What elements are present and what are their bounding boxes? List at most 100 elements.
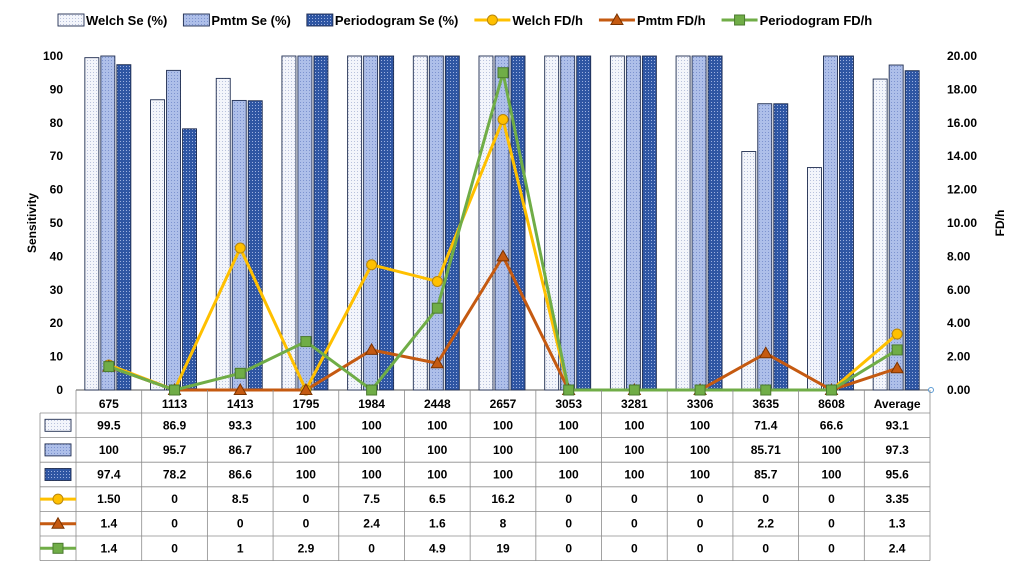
bar-pmtm-se-3053 [560, 55, 576, 391]
table-cell: 0 [368, 541, 375, 555]
bar-pmtm-se-2657 [494, 55, 510, 391]
table-cell: 0 [697, 541, 704, 555]
x-tick-label: 1795 [293, 397, 320, 411]
bar-welch-se-8608 [807, 167, 822, 391]
table-cell: 100 [690, 418, 710, 432]
x-tick-label: 1984 [358, 397, 385, 411]
table-cell: 100 [493, 418, 513, 432]
bar-series-group [84, 55, 920, 391]
table-cell: 0 [697, 517, 704, 531]
point-periodogram-fd-h-1113 [169, 384, 181, 396]
point-welch-fd-h-2448 [431, 275, 443, 287]
bar-welch-se-3306 [675, 55, 691, 391]
x-tick-label: Average [874, 397, 921, 411]
y-left-tick-label: 80 [50, 116, 64, 130]
bar-welch-se-675 [84, 57, 100, 391]
bar-pmtm-se-8608 [823, 55, 838, 391]
y-right-tick-label: 10.00 [947, 216, 977, 230]
table-cell: 1.50 [97, 492, 121, 506]
x-tick-label: 1413 [227, 397, 254, 411]
y-right-tick-label: 6.00 [947, 283, 971, 297]
table-cell: 100 [427, 418, 447, 432]
table-cell: 4.9 [429, 541, 446, 555]
bar-periodogram-se-1113 [182, 128, 197, 391]
point-periodogram-fd-h-675 [103, 361, 115, 373]
y-left-tick-label: 90 [50, 82, 64, 96]
legend-label-welch-fd-h: Welch FD/h [512, 13, 583, 28]
bar-welch-se-3635 [741, 151, 757, 391]
table-cell: 100 [362, 418, 382, 432]
legend-label-periodogram-fd-h: Periodogram FD/h [760, 13, 873, 28]
table-cell: 100 [624, 468, 644, 482]
x-tick-label: 2448 [424, 397, 451, 411]
table-cell: 100 [493, 443, 513, 457]
point-pmtm-fd-h-3635 [758, 346, 773, 359]
point-periodogram-fd-h-2657 [497, 67, 509, 79]
table-cell: 97.4 [97, 468, 121, 482]
point-pmtm-fd-h-1984 [364, 342, 379, 355]
point-welch-fd-h-2657 [497, 113, 509, 125]
table-cell: 100 [821, 443, 841, 457]
y-left-tick-label: 10 [50, 350, 64, 364]
table-cell: 0 [631, 517, 638, 531]
legend-marker-periodogram-fd-h [734, 14, 746, 26]
bar-periodogram-se-2657 [510, 55, 526, 391]
table-cell: 100 [99, 443, 119, 457]
table-cell: 1.4 [101, 541, 118, 555]
legend-marker-welch-fd-h [486, 14, 498, 26]
point-welch-fd-h-average [891, 328, 903, 340]
point-periodogram-fd-h-1984 [366, 384, 378, 396]
table-cell: 100 [559, 443, 579, 457]
bar-welch-se-3281 [609, 55, 625, 391]
y-right-tick-label: 20.00 [947, 49, 977, 63]
table-cell: 100 [690, 468, 710, 482]
bar-periodogram-se-675 [116, 64, 132, 391]
point-periodogram-fd-h-3053 [563, 384, 575, 396]
y-right-tick-label: 2.00 [947, 350, 971, 364]
table-cell: 100 [559, 468, 579, 482]
bar-periodogram-se-3053 [576, 55, 592, 391]
table-cell: 97.3 [885, 443, 909, 457]
legend-label-welch-se: Welch Se (%) [86, 13, 167, 28]
table-cell: 100 [690, 443, 710, 457]
point-pmtm-fd-h-1795 [299, 382, 313, 395]
point-pmtm-fd-h-average [890, 361, 905, 374]
table-cell: 0 [828, 492, 835, 506]
table-cell: 0 [565, 492, 572, 506]
table-cell: 0 [762, 541, 769, 555]
y-left-tick-label: 70 [50, 149, 64, 163]
table-key-marker-welch-fd-h [52, 493, 64, 505]
bar-pmtm-se-1113 [166, 69, 181, 391]
table-cell: 2.4 [889, 541, 906, 555]
table-cell: 16.2 [491, 492, 515, 506]
table-cell: 93.3 [229, 418, 253, 432]
table-key-marker-periodogram-fd-h [52, 542, 64, 554]
x-tick-label: 3053 [555, 397, 582, 411]
y-left-tick-label: 0 [56, 383, 63, 397]
y-left-tick-label: 30 [50, 283, 64, 297]
bar-welch-se-1113 [150, 99, 165, 391]
point-periodogram-fd-h-average [891, 344, 903, 356]
table-cell: 0 [303, 517, 310, 531]
bar-periodogram-se-average [904, 70, 920, 391]
legend-label-periodogram-se: Periodogram Se (%) [335, 13, 459, 28]
bar-pmtm-se-3306 [691, 55, 707, 391]
table-cell: 100 [427, 443, 447, 457]
table-cell: 0 [697, 492, 704, 506]
table-cell: 8.5 [232, 492, 249, 506]
table-cell: 100 [427, 468, 447, 482]
point-periodogram-fd-h-1795 [300, 336, 312, 348]
table-cell: 3.35 [885, 492, 909, 506]
table-cell: 0 [565, 517, 572, 531]
y-left-tick-label: 50 [50, 216, 64, 230]
bar-pmtm-se-2448 [428, 55, 444, 391]
table-cell: 1.6 [429, 517, 446, 531]
y-right-axis-title: FD/h [993, 210, 1007, 237]
y-left-tick-label: 20 [50, 316, 64, 330]
y-left-axis-title: Sensitivity [25, 193, 39, 253]
y-right-tick-label: 16.00 [947, 116, 977, 130]
table-cell: 7.5 [363, 492, 380, 506]
bar-pmtm-se-1984 [363, 55, 379, 391]
table-cell: 100 [362, 443, 382, 457]
point-welch-fd-h-1413 [234, 242, 246, 254]
